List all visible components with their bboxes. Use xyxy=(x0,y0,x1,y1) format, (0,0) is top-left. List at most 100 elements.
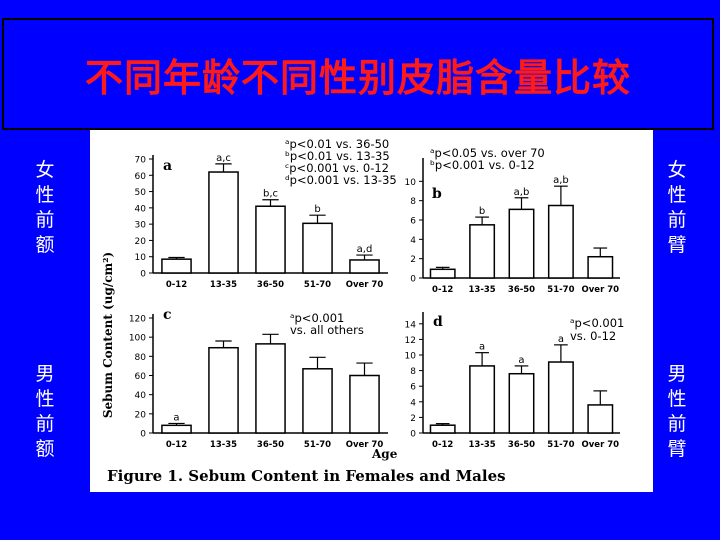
bar xyxy=(508,372,535,434)
panel-letter: a xyxy=(163,158,172,174)
y-tick-label: 0 xyxy=(410,430,416,440)
y-axis-label: Sebum Content (ug/cm²) xyxy=(101,252,115,418)
bar xyxy=(255,343,286,434)
annotation: ᶜp<0.001 vs. 0-12 xyxy=(285,161,389,175)
panel-a: 0 10 20 30 40 50 60 70 0-12 a,c 13-35 b,c 36-50 b 51-7… xyxy=(135,137,397,290)
x-tick-label: 13-35 xyxy=(210,440,237,450)
label-male-forehead: 男性前额 xyxy=(35,363,55,460)
x-tick-label: 0-12 xyxy=(432,440,453,450)
bar xyxy=(469,224,496,279)
y-tick-label: 120 xyxy=(129,315,146,325)
figure-chart: Sebum Content (ug/cm²) 0102030405060700-1… xyxy=(101,137,624,450)
y-tick-label: 10 xyxy=(135,253,147,263)
bar xyxy=(429,424,456,434)
annotation: ᵇp<0.001 vs. 0-12 xyxy=(430,158,535,172)
x-tick-label: 13-35 xyxy=(469,285,496,295)
x-tick-label: Over 70 xyxy=(582,285,620,295)
y-tick-label: 8 xyxy=(410,197,416,207)
annotation: ᵈp<0.001 vs. 13-35 xyxy=(285,173,397,187)
bar-label: a xyxy=(173,412,179,423)
annotation: ᵃp<0.001 xyxy=(570,316,624,330)
y-tick-label: 4 xyxy=(410,236,416,246)
bar-label: a,d xyxy=(357,244,373,255)
bar xyxy=(161,258,192,274)
x-tick-label: 0-12 xyxy=(166,280,187,290)
y-tick-label: 80 xyxy=(135,353,147,363)
x-tick-label: Over 70 xyxy=(346,280,384,290)
y-tick-label: 20 xyxy=(135,237,147,247)
bar xyxy=(302,222,333,274)
x-tick-label: Over 70 xyxy=(346,440,384,450)
x-tick-label: 36-50 xyxy=(508,440,535,450)
annotation: vs. all others xyxy=(290,323,364,337)
title-box: 不同年龄不同性别皮脂含量比较 xyxy=(2,18,714,130)
x-tick-label: 36-50 xyxy=(257,280,284,290)
y-tick-label: 70 xyxy=(135,156,147,166)
y-tick-label: 14 xyxy=(405,320,417,330)
bar-label: a xyxy=(518,355,524,366)
x-axis-label: Age xyxy=(372,447,398,461)
y-tick-label: 4 xyxy=(410,398,416,408)
y-tick-label: 2 xyxy=(410,414,416,424)
panel-c: 0 20 40 60 80 100 120 a 0-12 13-35 36-50 51-70 Over … xyxy=(129,307,388,450)
x-tick-label: 51-70 xyxy=(547,440,574,450)
y-tick-label: 30 xyxy=(135,221,147,231)
annotation: ᵃp<0.001 xyxy=(290,311,344,325)
y-tick-label: 0 xyxy=(410,275,416,285)
bar-label: a,b xyxy=(553,175,569,186)
bar xyxy=(547,361,574,434)
y-tick-label: 40 xyxy=(135,391,147,401)
x-tick-label: 36-50 xyxy=(508,285,535,295)
y-tick-label: 0 xyxy=(140,430,146,440)
bar-label: a,b xyxy=(514,187,530,198)
y-tick-label: 10 xyxy=(405,352,417,362)
bar xyxy=(547,204,574,279)
y-tick-label: 20 xyxy=(135,410,147,420)
y-tick-label: 10 xyxy=(405,178,417,188)
annotation: vs. 0-12 xyxy=(570,329,616,343)
bar-label: b xyxy=(479,206,485,217)
x-tick-label: 51-70 xyxy=(304,440,331,450)
bar xyxy=(208,346,239,434)
y-tick-label: 100 xyxy=(129,334,146,344)
y-tick-label: 60 xyxy=(135,172,147,182)
y-tick-label: 60 xyxy=(135,372,147,382)
bar xyxy=(255,205,286,274)
annotation: ᵃp<0.05 vs. over 70 xyxy=(430,146,545,160)
y-tick-label: 8 xyxy=(410,367,416,377)
x-tick-label: 51-70 xyxy=(304,280,331,290)
bar-label: b,c xyxy=(263,189,278,200)
y-tick-label: 50 xyxy=(135,188,147,198)
bar xyxy=(208,171,239,274)
bar xyxy=(587,404,614,434)
bar xyxy=(302,368,333,434)
panel-b: 0 2 4 6 8 10 0-12 b 13-35 a,b 36-50 a,b 51-70 Over 70… xyxy=(405,146,620,295)
bar xyxy=(349,259,380,274)
figure-caption: Figure 1. Sebum Content in Females and M… xyxy=(107,467,506,485)
bar-label: b xyxy=(314,204,320,215)
y-tick-label: 0 xyxy=(140,270,146,280)
bar xyxy=(508,208,535,279)
y-tick-label: 40 xyxy=(135,204,147,214)
panel-letter: d xyxy=(433,314,443,330)
bar xyxy=(587,255,614,279)
bar xyxy=(349,374,380,434)
label-male-forearm: 男性前臂 xyxy=(667,363,687,460)
x-tick-label: 0-12 xyxy=(432,285,453,295)
x-tick-label: 13-35 xyxy=(210,280,237,290)
x-tick-label: Over 70 xyxy=(582,440,620,450)
bar xyxy=(429,268,456,279)
panel-letter: c xyxy=(163,307,172,323)
x-tick-label: 51-70 xyxy=(547,285,574,295)
bar-label: a xyxy=(479,342,485,353)
slide-title: 不同年龄不同性别皮脂含量比较 xyxy=(84,56,631,100)
bar-label: a,c xyxy=(216,153,231,164)
bar-label: a xyxy=(558,334,564,345)
panel-d: 0 2 4 6 8 10 12 14 0-12 a 13-35 a 36-50 a 51-70 Over 70… xyxy=(405,312,624,450)
x-tick-label: 0-12 xyxy=(166,440,187,450)
y-tick-label: 6 xyxy=(410,383,416,393)
x-tick-label: 13-35 xyxy=(469,440,496,450)
label-female-forearm: 女性前臂 xyxy=(667,159,687,256)
annotation: ᵃp<0.01 vs. 36-50 xyxy=(285,137,389,151)
panel-letter: b xyxy=(432,186,442,202)
